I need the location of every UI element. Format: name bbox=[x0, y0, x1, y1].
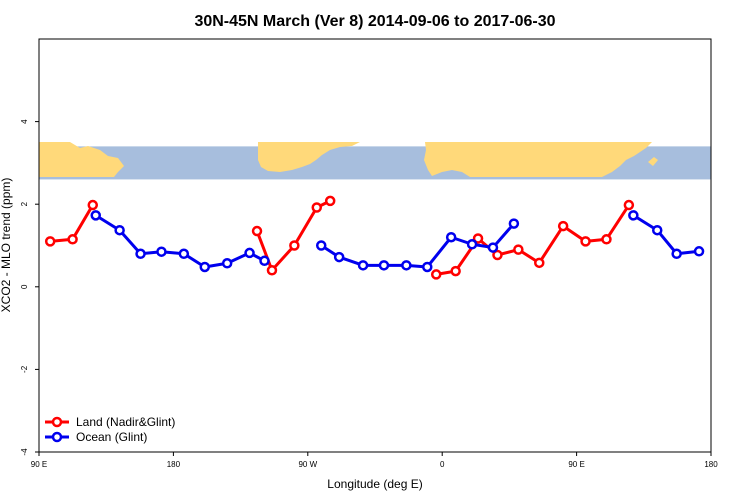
series-ocean-point bbox=[651, 224, 663, 236]
series-land bbox=[44, 195, 635, 280]
legend: Land (Nadir&Glint) Ocean (Glint) bbox=[45, 415, 175, 444]
series-ocean-point bbox=[422, 261, 433, 273]
series-ocean-point bbox=[487, 242, 499, 253]
series-ocean-point bbox=[378, 260, 390, 271]
y-axis: XCO2 - MLO trend (ppm) -4 -2 0 2 4 bbox=[0, 119, 39, 456]
y-tick-label: 4 bbox=[20, 119, 29, 124]
series-layer bbox=[44, 195, 705, 280]
series-land-point bbox=[324, 195, 336, 207]
x-axis-title: Longitude (deg E) bbox=[327, 477, 422, 491]
map-band bbox=[39, 142, 711, 180]
series-ocean-point bbox=[135, 248, 146, 260]
series-ocean bbox=[90, 210, 705, 273]
series-ocean-point bbox=[315, 240, 327, 251]
series-ocean-point bbox=[221, 258, 233, 269]
series-land-point bbox=[534, 257, 545, 269]
series-land-line bbox=[435, 204, 631, 276]
series-land-point bbox=[513, 244, 524, 255]
legend-land-label: Land (Nadir&Glint) bbox=[76, 415, 175, 429]
x-tick-label: 90 W bbox=[298, 460, 317, 469]
map-band-land bbox=[39, 142, 658, 177]
series-land-point bbox=[430, 269, 442, 280]
series-land-point bbox=[450, 265, 461, 277]
y-tick-label: -4 bbox=[20, 448, 29, 456]
series-ocean-point bbox=[259, 255, 270, 267]
x-tick-label: 180 bbox=[167, 460, 181, 469]
y-tick-label: -2 bbox=[20, 365, 29, 373]
plot-frame bbox=[38, 38, 712, 453]
series-land-point bbox=[311, 202, 323, 213]
series-ocean-point bbox=[628, 210, 639, 221]
x-tick-label: 180 bbox=[704, 460, 718, 469]
series-land-point bbox=[601, 234, 612, 245]
y-tick-label: 2 bbox=[20, 201, 29, 206]
series-land-point bbox=[472, 233, 484, 244]
series-ocean-point bbox=[401, 260, 412, 271]
legend-ocean-label: Ocean (Glint) bbox=[76, 430, 147, 444]
series-ocean-point bbox=[693, 246, 705, 257]
legend-land-marker bbox=[51, 416, 63, 428]
series-land-point bbox=[557, 220, 569, 232]
legend-ocean-marker bbox=[51, 431, 63, 443]
series-land-point bbox=[266, 265, 278, 276]
series-ocean-point bbox=[90, 210, 101, 221]
series-ocean-line bbox=[632, 214, 700, 256]
series-land-point bbox=[87, 199, 99, 211]
series-ocean-line bbox=[320, 222, 516, 269]
series-ocean-point bbox=[244, 247, 255, 259]
y-tick-label: 0 bbox=[20, 284, 29, 289]
x-tick-label: 90 E bbox=[31, 460, 47, 469]
series-land-point bbox=[67, 234, 78, 245]
series-ocean-point bbox=[357, 260, 369, 271]
series-ocean-point bbox=[508, 218, 520, 229]
series-land-point bbox=[492, 249, 503, 261]
series-land-point bbox=[251, 225, 263, 237]
series-ocean-point bbox=[466, 239, 478, 250]
series-ocean-point bbox=[445, 231, 457, 243]
series-ocean-point bbox=[671, 248, 682, 260]
x-tick-label: 90 E bbox=[568, 460, 584, 469]
x-tick-label: 0 bbox=[440, 460, 445, 469]
series-land-point bbox=[289, 240, 300, 251]
series-land-point bbox=[44, 236, 56, 247]
chart-title: 30N-45N March (Ver 8) 2014-09-06 to 2017… bbox=[194, 13, 555, 30]
x-axis: Longitude (deg E) 90 E 180 90 W 0 90 E 180 bbox=[31, 452, 718, 491]
series-land-point bbox=[580, 236, 591, 247]
series-ocean-point bbox=[333, 251, 345, 263]
series-ocean-line bbox=[94, 214, 266, 269]
y-axis-title: XCO2 - MLO trend (ppm) bbox=[0, 178, 13, 313]
series-ocean-point bbox=[114, 224, 125, 236]
series-land-point bbox=[623, 199, 635, 211]
series-ocean-point bbox=[178, 248, 190, 260]
series-ocean-point bbox=[199, 261, 211, 273]
series-ocean-point bbox=[156, 246, 167, 257]
